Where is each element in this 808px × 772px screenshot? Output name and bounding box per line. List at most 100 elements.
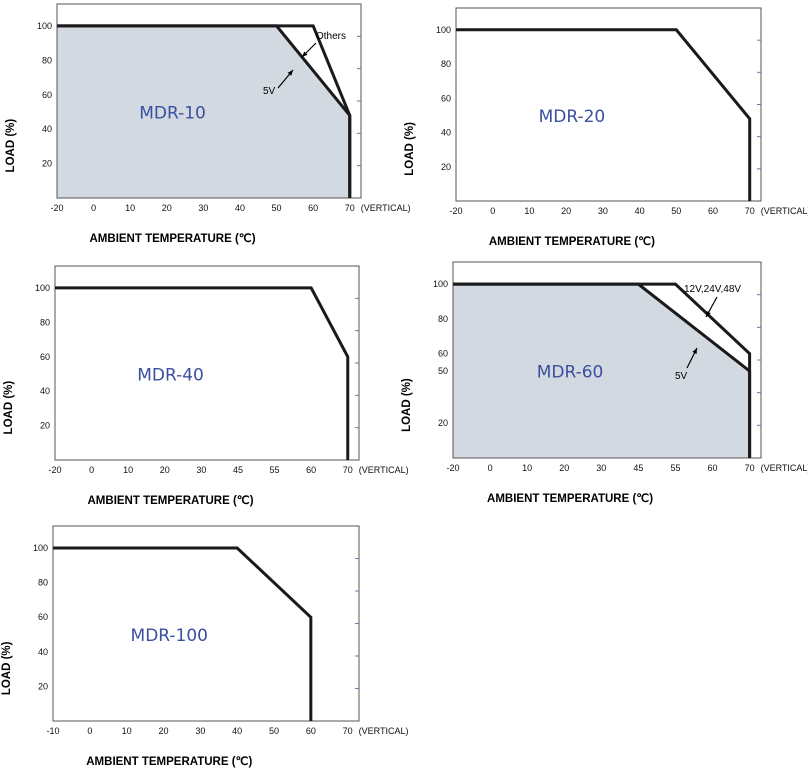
x-tick-label: 70	[343, 726, 353, 736]
y-tick-label: 60	[441, 93, 451, 103]
series-pointer-head	[692, 348, 697, 354]
x-tick-label: -20	[50, 203, 63, 213]
series-pointer-head	[706, 311, 711, 317]
chart-title: MDR-40	[137, 365, 204, 385]
x-tick-label: 0	[91, 203, 96, 213]
x-tick-label: -10	[46, 726, 59, 736]
x-tick-label: 30	[596, 463, 606, 473]
series-line-1	[456, 28, 752, 201]
x-axis-suffix: (VERTICAL)	[359, 726, 409, 736]
x-tick-label: 50	[269, 726, 279, 736]
x-tick-label: 10	[122, 726, 132, 736]
series-line-1	[53, 546, 313, 721]
plot-frame	[52, 525, 360, 722]
chart-title: MDR-60	[537, 363, 604, 383]
x-tick-label: 20	[559, 463, 569, 473]
x-tick-label: 70	[345, 203, 355, 213]
x-axis-title: AMBIENT TEMPERATURE (℃)	[86, 755, 252, 768]
safe-operating-area	[453, 284, 750, 458]
y-tick-label: 20	[40, 421, 50, 431]
y-tick-label: 80	[40, 317, 50, 327]
y-tick-label: 80	[441, 59, 451, 69]
series-line-2	[57, 24, 352, 198]
chart-panel-3: 20 40 60 80 100 -20 0 10 20 30 45 55 60 70 (VERTICAL) A…	[3, 265, 409, 507]
y-tick-label: 50	[438, 366, 448, 376]
x-tick-label: 10	[125, 203, 135, 213]
y-axis-title: LOAD (%)	[3, 381, 15, 435]
y-tick-label: 20	[438, 418, 448, 428]
series-pointer-head	[287, 70, 293, 76]
x-tick-label: 0	[490, 206, 495, 216]
x-tick-label: 10	[123, 465, 133, 475]
chart-title: MDR-100	[131, 626, 208, 646]
x-tick-label: 30	[598, 206, 608, 216]
x-tick-label: 20	[561, 206, 571, 216]
y-tick-label: 100	[35, 283, 50, 293]
x-axis-suffix: (VERTICAL)	[761, 463, 808, 473]
y-tick-label: 20	[42, 159, 52, 169]
x-axis-suffix: (VERTICAL)	[761, 206, 808, 216]
x-tick-label: 45	[233, 465, 243, 475]
y-tick-label: 60	[40, 352, 50, 362]
series-label: 5V	[263, 86, 276, 97]
chart-panel-5: 20 40 60 80 100 -10 0 10 20 30 40 50 60 70 (VERTICAL) A…	[1, 525, 409, 768]
chart-panel-2: 20 40 60 80 100 -20 0 10 20 30 40 50 60 70 (VERTICAL) A…	[404, 7, 808, 248]
x-tick-label: 10	[524, 206, 534, 216]
x-tick-label: 70	[745, 206, 755, 216]
x-tick-label: 20	[158, 726, 168, 736]
y-tick-label: 80	[42, 55, 52, 65]
x-tick-label: -20	[449, 206, 462, 216]
x-tick-label: -20	[446, 463, 459, 473]
x-tick-label: 55	[670, 463, 680, 473]
series-label: 5V	[675, 371, 688, 382]
y-tick-label: 100	[436, 25, 451, 35]
x-tick-label: 60	[306, 726, 316, 736]
x-tick-label: 60	[306, 465, 316, 475]
safe-operating-area	[57, 25, 350, 199]
chart-title: MDR-10	[139, 103, 206, 123]
x-tick-label: 40	[635, 206, 645, 216]
x-tick-label: 60	[708, 463, 718, 473]
x-tick-label: 55	[270, 465, 280, 475]
y-tick-label: 80	[438, 314, 448, 324]
y-axis-title: LOAD (%)	[5, 119, 17, 173]
y-tick-label: 60	[42, 90, 52, 100]
plot-frame	[455, 7, 762, 202]
x-tick-label: 45	[633, 463, 643, 473]
y-tick-label: 40	[42, 124, 52, 134]
series-label: Others	[316, 31, 346, 42]
x-axis-title: AMBIENT TEMPERATURE (℃)	[90, 232, 256, 245]
series-line-1	[55, 286, 350, 460]
x-tick-label: 20	[160, 465, 170, 475]
y-tick-label: 20	[38, 681, 48, 691]
y-tick-label: 100	[37, 21, 52, 31]
x-tick-label: 60	[308, 203, 318, 213]
y-tick-label: 20	[441, 162, 451, 172]
y-tick-label: 60	[38, 612, 48, 622]
x-axis-title: AMBIENT TEMPERATURE (℃)	[489, 235, 655, 248]
y-tick-label: 80	[38, 578, 48, 588]
y-tick-label: 60	[438, 349, 448, 359]
x-tick-label: 40	[235, 203, 245, 213]
x-tick-label: 30	[198, 203, 208, 213]
y-tick-label: 40	[40, 386, 50, 396]
x-axis-title: AMBIENT TEMPERATURE (℃)	[88, 494, 254, 507]
y-tick-label: 100	[33, 543, 48, 553]
x-tick-label: 0	[89, 465, 94, 475]
x-tick-label: 0	[87, 726, 92, 736]
x-tick-label: 70	[343, 465, 353, 475]
y-axis-title: LOAD (%)	[401, 378, 413, 432]
x-tick-label: 0	[488, 463, 493, 473]
chart-title: MDR-20	[539, 107, 606, 127]
x-tick-label: 20	[162, 203, 172, 213]
x-axis-suffix: (VERTICAL)	[361, 203, 411, 213]
y-tick-label: 40	[441, 128, 451, 138]
y-tick-label: 100	[433, 279, 448, 289]
series-line-2	[453, 282, 752, 458]
x-tick-label: 30	[196, 465, 206, 475]
x-tick-label: 60	[708, 206, 718, 216]
series-pointer-head	[302, 51, 308, 57]
y-tick-label: 40	[38, 647, 48, 657]
y-axis-title: LOAD (%)	[1, 641, 13, 695]
